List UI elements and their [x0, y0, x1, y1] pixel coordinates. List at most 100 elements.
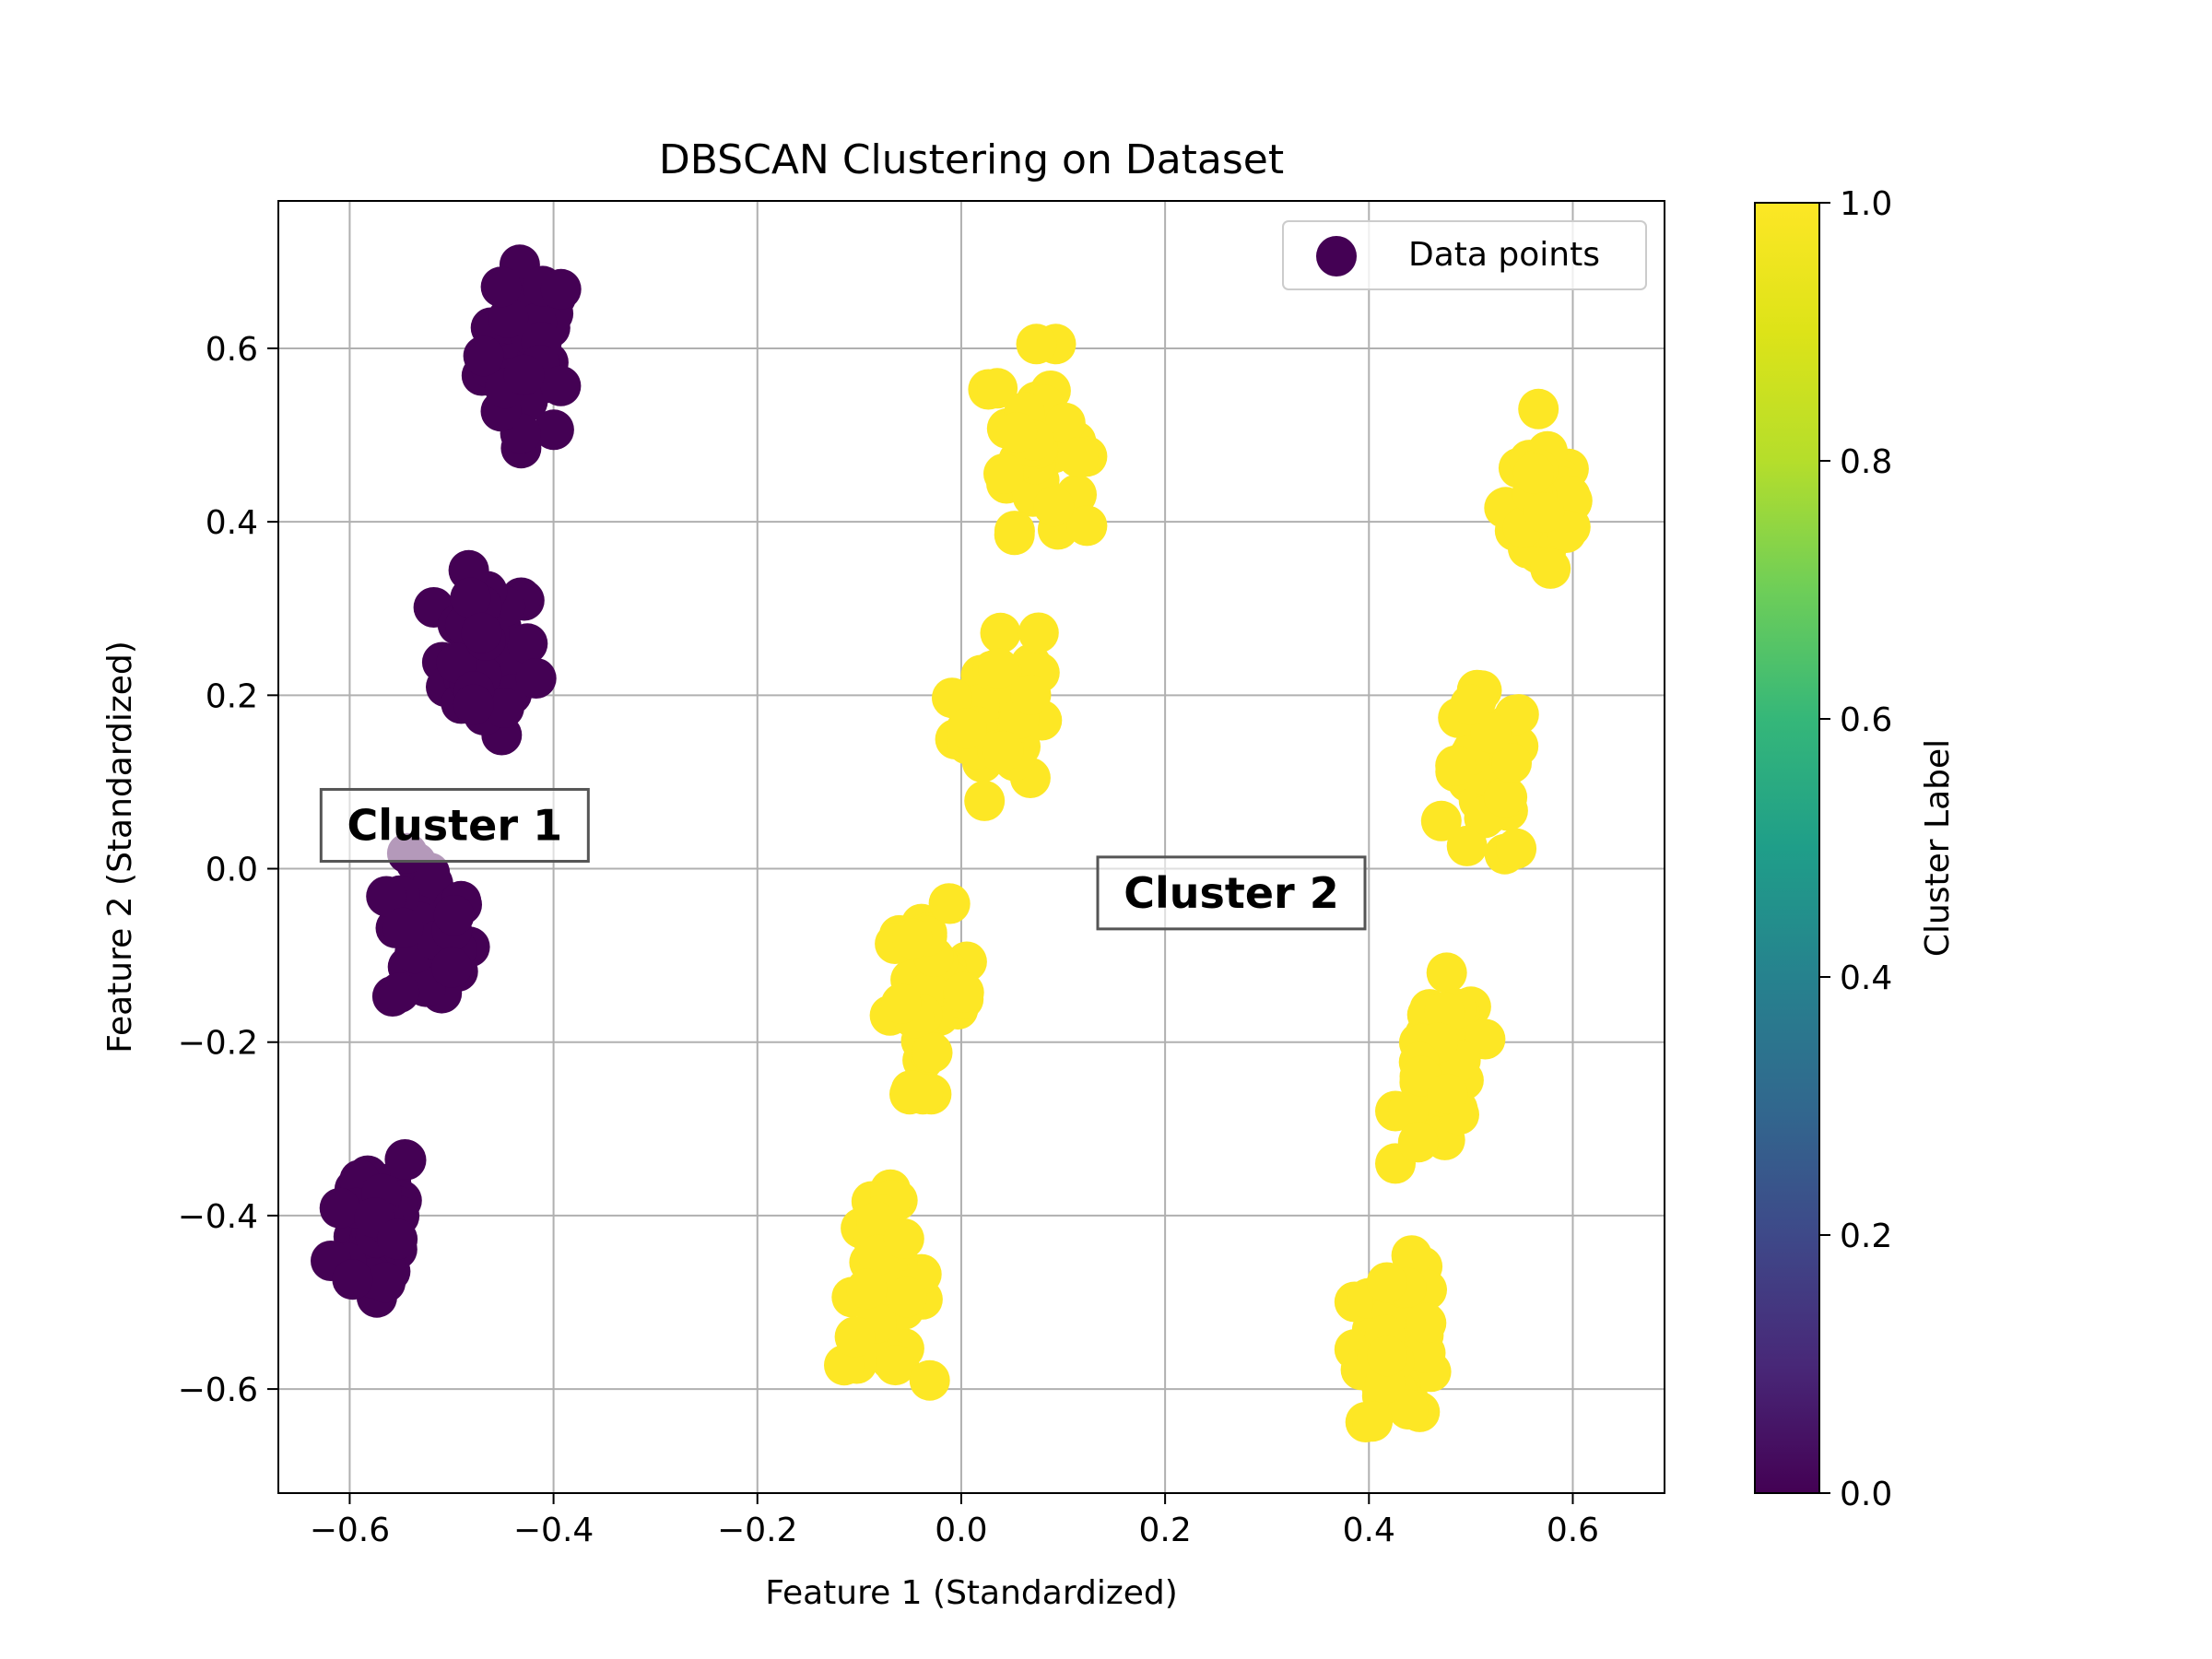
data-point — [1387, 1389, 1429, 1430]
x-tick-label: 0.6 — [1547, 1512, 1599, 1549]
y-tick-label: −0.6 — [178, 1371, 258, 1409]
data-point — [996, 412, 1038, 453]
colorbar-tick-label: 0.4 — [1840, 959, 1892, 997]
data-point — [1010, 674, 1052, 715]
x-axis-ticks: −0.6 −0.4 −0.2 0.0 0.2 0.4 0.6 — [310, 1493, 1599, 1549]
data-point — [978, 648, 1019, 689]
data-point — [332, 1259, 373, 1300]
data-point — [507, 623, 548, 665]
data-point — [382, 907, 424, 948]
x-axis-label: Feature 1 (Standardized) — [765, 1574, 1178, 1612]
data-point — [964, 780, 1006, 821]
data-point — [1424, 992, 1465, 1033]
data-point — [846, 1268, 888, 1310]
data-point — [377, 1218, 418, 1260]
data-point — [1405, 1333, 1446, 1373]
data-point — [515, 658, 557, 699]
colorbar-gradient — [1754, 202, 1820, 1494]
data-point — [1057, 437, 1099, 478]
data-point — [1397, 1122, 1439, 1163]
colorbar-tick-label: 0.2 — [1840, 1218, 1892, 1255]
data-point — [1420, 800, 1462, 841]
data-point — [1366, 1262, 1407, 1303]
data-point — [483, 688, 524, 728]
data-point — [1435, 745, 1477, 786]
x-tick-label: 0.0 — [935, 1512, 987, 1549]
data-point — [503, 354, 545, 395]
colorbar-ticks: 0.0 0.2 0.4 0.6 0.8 1.0 — [1819, 185, 1892, 1513]
cluster-annotations: Cluster 1 Cluster 2 — [319, 787, 1367, 931]
data-point — [1450, 684, 1491, 725]
data-point — [1512, 453, 1554, 494]
data-point — [384, 1139, 426, 1180]
x-tick-label: −0.4 — [513, 1512, 594, 1549]
data-point — [1016, 324, 1057, 365]
data-point — [365, 1262, 406, 1303]
data-point — [1491, 743, 1532, 783]
data-point — [1524, 492, 1565, 533]
legend-label: Data points — [1408, 236, 1600, 274]
data-point — [980, 612, 1021, 653]
y-axis-label: Feature 2 (Standardized) — [101, 641, 139, 1053]
colorbar-label: Cluster Label — [1919, 739, 1957, 957]
data-point — [1530, 547, 1571, 589]
data-point — [1352, 1401, 1394, 1442]
y-tick-label: 0.2 — [206, 677, 258, 715]
data-point — [488, 298, 529, 338]
data-point — [1406, 1302, 1447, 1344]
data-point — [366, 876, 407, 917]
data-point — [909, 1359, 950, 1401]
data-point — [880, 983, 922, 1024]
plot-frame — [277, 200, 1665, 1494]
colorbar-tick-label: 0.6 — [1840, 701, 1892, 739]
y-tick-label: 0.4 — [206, 504, 258, 542]
chart-title: DBSCAN Clustering on Dataset — [659, 136, 1284, 183]
data-point — [834, 1316, 876, 1358]
data-point — [1470, 712, 1512, 754]
data-point — [875, 1345, 916, 1386]
data-point — [540, 268, 582, 310]
data-point — [1496, 828, 1537, 869]
data-point — [1391, 1235, 1432, 1277]
data-point — [1066, 505, 1108, 547]
data-point — [453, 684, 494, 725]
legend-box — [1282, 220, 1647, 290]
data-point — [994, 514, 1035, 556]
data-point — [450, 577, 491, 618]
data-point — [319, 1187, 360, 1229]
y-axis-ticks: −0.6 −0.4 −0.2 0.0 0.2 0.4 0.6 — [178, 331, 278, 1409]
colorbar: 0.0 0.2 0.4 0.6 0.8 1.0 Cluster Label — [1754, 185, 1957, 1513]
data-point — [1367, 1335, 1408, 1377]
colorbar-tick-label: 0.0 — [1840, 1476, 1892, 1513]
data-point — [533, 409, 574, 451]
data-point — [1427, 1073, 1468, 1114]
x-tick-label: 0.4 — [1343, 1512, 1395, 1549]
data-point — [463, 335, 504, 377]
annotation-label: Cluster 1 — [347, 800, 563, 850]
data-point — [1484, 776, 1525, 818]
colorbar-tick-label: 0.8 — [1840, 443, 1892, 481]
data-point — [983, 453, 1024, 494]
y-tick-label: 0.6 — [206, 331, 258, 369]
data-point — [1446, 825, 1488, 866]
data-point — [890, 1070, 932, 1112]
y-tick-label: −0.2 — [178, 1025, 258, 1063]
data-point — [912, 1032, 953, 1073]
y-tick-label: 0.0 — [206, 852, 258, 889]
annotation-label: Cluster 2 — [1124, 868, 1339, 918]
data-point — [883, 1218, 924, 1259]
colorbar-tick-label: 1.0 — [1840, 185, 1892, 223]
legend-marker — [1316, 236, 1357, 276]
data-point — [461, 612, 502, 653]
data-point — [1018, 612, 1059, 653]
annotation-box — [1096, 855, 1367, 931]
data-point — [1426, 952, 1467, 994]
data-point — [379, 972, 420, 1013]
data-point — [982, 730, 1024, 771]
data-point — [1518, 388, 1559, 429]
data-point — [480, 266, 522, 308]
data-point — [946, 708, 987, 749]
data-point — [932, 677, 972, 719]
